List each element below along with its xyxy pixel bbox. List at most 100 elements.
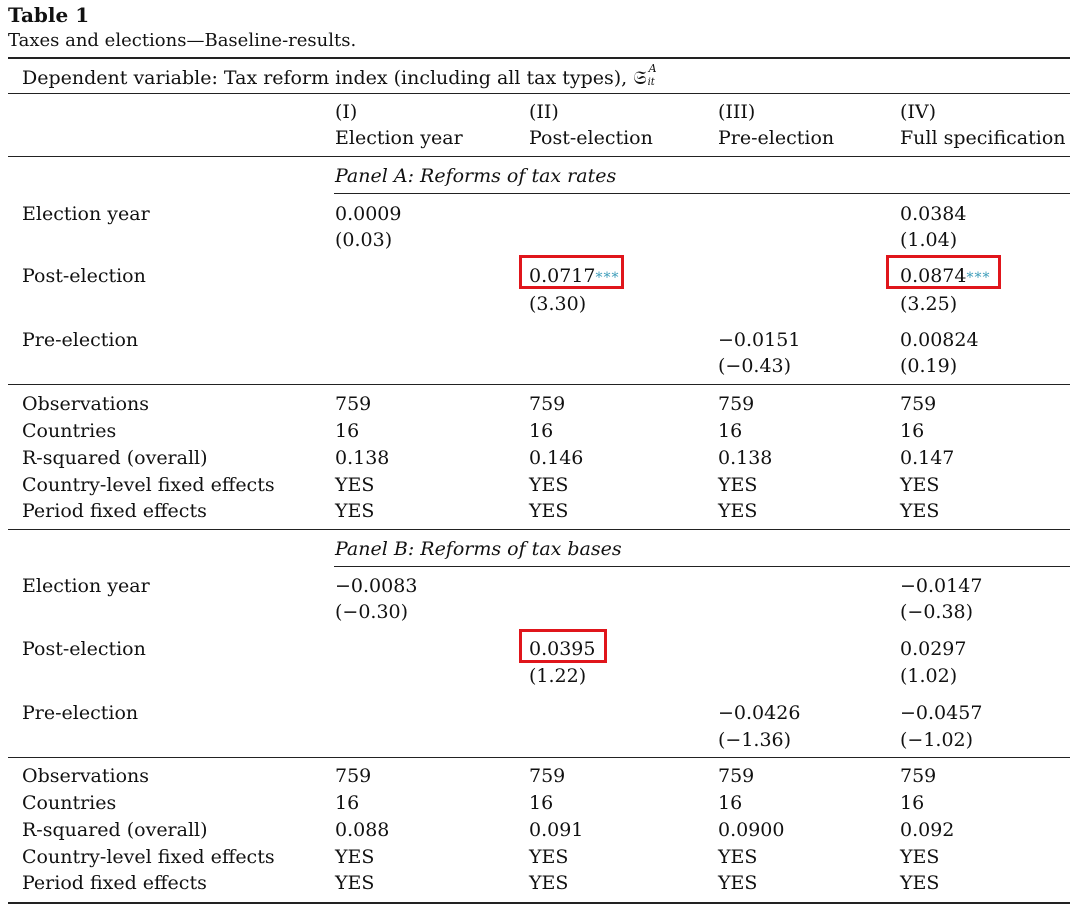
stat-label: Country-level fixed effects — [22, 474, 275, 496]
panel-a-row-label: Pre-election — [22, 329, 139, 351]
dependent-variable-text: Dependent variable: Tax reform index (in… — [22, 67, 628, 89]
stat-value: 16 — [335, 792, 360, 814]
stat-label: Country-level fixed effects — [22, 846, 275, 868]
panel-a-row-label: Election year — [22, 203, 150, 225]
stat-value: 0.146 — [529, 447, 584, 469]
stat-value: 0.138 — [718, 447, 773, 469]
tstat-cell: (−1.02) — [900, 729, 974, 751]
stat-value: 16 — [900, 420, 925, 442]
coef-cell: −0.0457 — [900, 702, 983, 724]
stat-value: 16 — [718, 792, 743, 814]
stat-value: YES — [529, 846, 569, 868]
panel-a-rule — [334, 193, 1070, 194]
coef-cell: 0.0874*** — [900, 265, 991, 287]
tstat-cell: (0.19) — [900, 355, 958, 377]
panel-b-row-label: Post-election — [22, 638, 146, 660]
stat-value: 759 — [718, 393, 755, 415]
panel-a-row-label: Post-election — [22, 265, 146, 287]
stat-value: YES — [900, 872, 940, 894]
stat-value: YES — [718, 474, 758, 496]
highlight-box — [886, 255, 1001, 289]
tstat-cell: (−0.43) — [718, 355, 792, 377]
stat-value: YES — [718, 872, 758, 894]
col-3-number: (III) — [718, 101, 756, 123]
tstat-cell: (0.03) — [335, 229, 393, 251]
stat-value: 0.147 — [900, 447, 955, 469]
columns-rule — [8, 156, 1070, 157]
highlight-box — [519, 629, 607, 663]
tstat-cell: (−0.30) — [335, 601, 409, 623]
coef-cell: 0.0384 — [900, 203, 967, 225]
stat-value: YES — [718, 846, 758, 868]
stat-value: 16 — [529, 420, 554, 442]
stat-value: YES — [529, 500, 569, 522]
panel-b-rule — [334, 566, 1070, 567]
stat-label: Observations — [22, 765, 150, 787]
stat-label: Countries — [22, 420, 117, 442]
stat-value: 0.0900 — [718, 819, 785, 841]
coef-cell: 0.0297 — [900, 638, 967, 660]
col-3-label: Pre-election — [718, 127, 835, 149]
tax-index-symbol: 𝔖 — [633, 67, 647, 89]
stat-value: 0.088 — [335, 819, 390, 841]
stat-value: 759 — [335, 393, 372, 415]
col-1-number: (I) — [335, 101, 358, 123]
stat-value: 759 — [529, 393, 566, 415]
header-rule — [8, 93, 1070, 94]
stat-value: YES — [900, 846, 940, 868]
top-rule — [8, 57, 1070, 59]
stat-label: Countries — [22, 792, 117, 814]
stat-value: YES — [335, 500, 375, 522]
tstat-cell: (1.02) — [900, 665, 958, 687]
highlight-box — [519, 255, 624, 289]
tstat-cell: (3.30) — [529, 293, 587, 315]
stat-label: Observations — [22, 393, 150, 415]
stat-value: 0.138 — [335, 447, 390, 469]
stat-value: 759 — [335, 765, 372, 787]
stat-value: 759 — [529, 765, 566, 787]
col-4-label: Full specification — [900, 127, 1066, 149]
coef-cell: 0.0009 — [335, 203, 402, 225]
table-subtitle: Taxes and elections—Baseline-results. — [8, 30, 357, 51]
tstat-cell: (−1.36) — [718, 729, 792, 751]
coef-cell: 0.0395 — [529, 638, 596, 660]
stat-value: 16 — [529, 792, 554, 814]
panel-a-end-rule — [8, 529, 1070, 530]
col-2-number: (II) — [529, 101, 559, 123]
tstat-cell: (1.22) — [529, 665, 587, 687]
tstat-cell: (1.04) — [900, 229, 958, 251]
tax-index-superscript: A — [648, 62, 657, 75]
coef-cell: −0.0147 — [900, 575, 983, 597]
col-1-label: Election year — [335, 127, 463, 149]
stat-value: YES — [335, 474, 375, 496]
stat-value: YES — [900, 500, 940, 522]
stat-value: 759 — [900, 765, 937, 787]
stat-label: Period fixed effects — [22, 872, 207, 894]
col-4-number: (IV) — [900, 101, 937, 123]
panel-a-stats-rule — [8, 384, 1070, 385]
stat-value: YES — [900, 474, 940, 496]
coef-cell: −0.0151 — [718, 329, 801, 351]
stat-label: R-squared (overall) — [22, 819, 208, 841]
panel-b-row-label: Election year — [22, 575, 150, 597]
panel-b-title: Panel B: Reforms of tax bases — [335, 538, 622, 560]
significance-stars: *** — [595, 270, 620, 286]
coef-cell: −0.0083 — [335, 575, 418, 597]
stat-value: YES — [718, 500, 758, 522]
table-title: Table 1 — [8, 3, 90, 27]
panel-a-title: Panel A: Reforms of tax rates — [335, 165, 617, 187]
stat-value: 759 — [900, 393, 937, 415]
stat-value: YES — [335, 846, 375, 868]
stat-value: 16 — [900, 792, 925, 814]
stat-value: 16 — [335, 420, 360, 442]
stat-value: YES — [335, 872, 375, 894]
coef-cell: 0.00824 — [900, 329, 979, 351]
stat-label: R-squared (overall) — [22, 447, 208, 469]
bottom-rule — [8, 902, 1070, 904]
tax-index-subscript: it — [647, 77, 655, 88]
stat-value: 16 — [718, 420, 743, 442]
panel-b-row-label: Pre-election — [22, 702, 139, 724]
tstat-cell: (3.25) — [900, 293, 958, 315]
coef-cell: −0.0426 — [718, 702, 801, 724]
stat-value: 0.092 — [900, 819, 955, 841]
